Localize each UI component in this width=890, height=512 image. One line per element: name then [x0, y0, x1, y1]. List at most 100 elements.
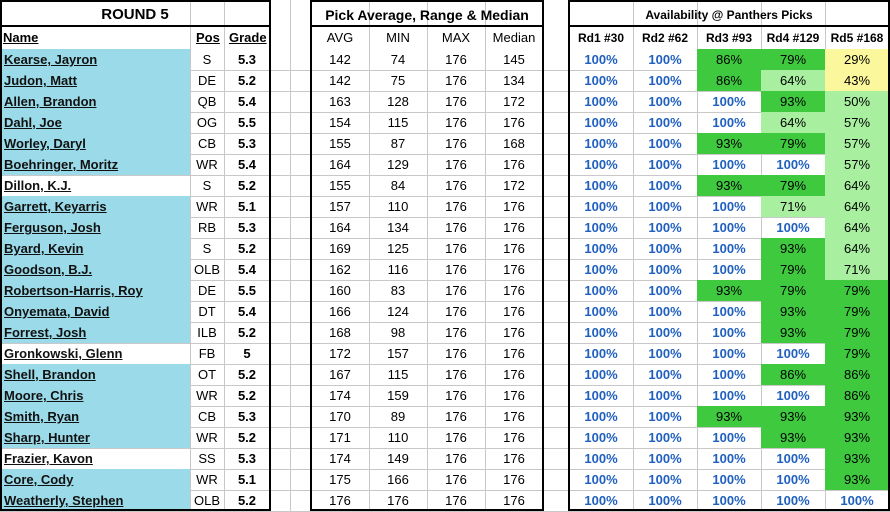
median-cell[interactable]: 176: [503, 493, 525, 508]
rd5-cell[interactable]: 79%: [825, 343, 889, 364]
rd5-cell[interactable]: 64%: [825, 217, 889, 238]
grade-cell[interactable]: 5.2: [237, 430, 257, 445]
rd1-cell[interactable]: 100%: [584, 451, 618, 466]
min-cell[interactable]: 116: [387, 262, 409, 277]
rd1-cell[interactable]: 100%: [584, 493, 618, 508]
grade-cell[interactable]: 5: [243, 346, 251, 361]
rd5-cell[interactable]: 43%: [825, 70, 889, 91]
player-name-cell[interactable]: Boehringer, Moritz: [1, 154, 190, 175]
avg-cell[interactable]: 160: [329, 283, 351, 298]
header-grade[interactable]: Grade: [229, 30, 267, 45]
rd1-cell[interactable]: 100%: [584, 388, 618, 403]
rd5-cell[interactable]: 93%: [825, 448, 889, 469]
rd1-cell[interactable]: 100%: [584, 136, 618, 151]
rd3-cell[interactable]: 93%: [697, 280, 761, 301]
player-name-cell[interactable]: Shell, Brandon: [1, 364, 190, 385]
median-cell[interactable]: 176: [503, 325, 525, 340]
rd3-cell[interactable]: 100%: [712, 199, 746, 214]
pos-cell[interactable]: OLB: [193, 262, 220, 277]
rd3-cell[interactable]: 86%: [697, 49, 761, 70]
rd3-cell[interactable]: 100%: [712, 94, 746, 109]
rd4-cell[interactable]: 93%: [761, 427, 825, 448]
pos-cell[interactable]: S: [202, 52, 212, 67]
rd4-cell[interactable]: 71%: [761, 196, 825, 217]
median-cell[interactable]: 176: [503, 199, 525, 214]
rd1-cell[interactable]: 100%: [584, 73, 618, 88]
rd4-cell[interactable]: 79%: [761, 259, 825, 280]
rd3-cell[interactable]: 100%: [712, 367, 746, 382]
rd3-cell[interactable]: 100%: [712, 241, 746, 256]
rd1-cell[interactable]: 100%: [584, 52, 618, 67]
pos-cell[interactable]: DT: [198, 304, 216, 319]
rd3-cell[interactable]: 100%: [712, 388, 746, 403]
min-cell[interactable]: 115: [387, 115, 409, 130]
min-cell[interactable]: 166: [387, 472, 409, 487]
rd4-cell[interactable]: 100%: [776, 220, 810, 235]
rd2-cell[interactable]: 100%: [648, 430, 682, 445]
grade-cell[interactable]: 5.5: [237, 283, 257, 298]
rd1-cell[interactable]: 100%: [584, 283, 618, 298]
avg-cell[interactable]: 168: [329, 325, 351, 340]
rd2-cell[interactable]: 100%: [648, 262, 682, 277]
rd5-cell[interactable]: 64%: [825, 175, 889, 196]
header-min[interactable]: MIN: [386, 30, 410, 45]
max-cell[interactable]: 176: [445, 472, 467, 487]
grade-cell[interactable]: 5.1: [237, 472, 257, 487]
min-cell[interactable]: 110: [387, 199, 409, 214]
header-rd5[interactable]: Rd5 #168: [830, 31, 884, 45]
rd2-cell[interactable]: 100%: [648, 472, 682, 487]
rd3-cell[interactable]: 100%: [712, 157, 746, 172]
header-rd4[interactable]: Rd4 #129: [766, 31, 820, 45]
max-cell[interactable]: 176: [445, 346, 467, 361]
max-cell[interactable]: 176: [445, 199, 467, 214]
max-cell[interactable]: 176: [445, 136, 467, 151]
avg-cell[interactable]: 155: [329, 178, 351, 193]
rd2-cell[interactable]: 100%: [648, 283, 682, 298]
rd3-cell[interactable]: 100%: [712, 262, 746, 277]
rd4-cell[interactable]: 79%: [761, 133, 825, 154]
rd3-cell[interactable]: 100%: [712, 325, 746, 340]
pos-cell[interactable]: QB: [197, 94, 217, 109]
rd5-cell[interactable]: 64%: [825, 196, 889, 217]
rd5-cell[interactable]: 100%: [840, 493, 874, 508]
rd1-cell[interactable]: 100%: [584, 262, 618, 277]
player-name-cell[interactable]: Moore, Chris: [1, 385, 190, 406]
header-rd2[interactable]: Rd2 #62: [641, 31, 689, 45]
median-cell[interactable]: 145: [503, 52, 525, 67]
median-cell[interactable]: 172: [503, 178, 525, 193]
player-name-cell[interactable]: Ferguson, Josh: [1, 217, 190, 238]
min-cell[interactable]: 124: [387, 304, 409, 319]
pos-cell[interactable]: DE: [197, 73, 217, 88]
avg-cell[interactable]: 162: [329, 262, 351, 277]
player-name-cell[interactable]: Judon, Matt: [1, 70, 190, 91]
player-name-cell[interactable]: Dahl, Joe: [1, 112, 190, 133]
rd1-cell[interactable]: 100%: [584, 472, 618, 487]
player-name-cell[interactable]: Kearse, Jayron: [1, 49, 190, 70]
avg-cell[interactable]: 142: [329, 73, 351, 88]
grade-cell[interactable]: 5.2: [237, 178, 257, 193]
rd4-cell[interactable]: 79%: [761, 49, 825, 70]
grade-cell[interactable]: 5.3: [237, 136, 257, 151]
pos-cell[interactable]: ILB: [197, 325, 217, 340]
rd1-cell[interactable]: 100%: [584, 220, 618, 235]
pos-cell[interactable]: FB: [198, 346, 216, 361]
max-cell[interactable]: 176: [445, 241, 467, 256]
rd4-cell[interactable]: 93%: [761, 322, 825, 343]
median-cell[interactable]: 176: [503, 220, 525, 235]
rd2-cell[interactable]: 100%: [648, 388, 682, 403]
player-name-cell[interactable]: Onyemata, David: [1, 301, 190, 322]
rd2-cell[interactable]: 100%: [648, 157, 682, 172]
min-cell[interactable]: 157: [387, 346, 409, 361]
pos-cell[interactable]: S: [202, 178, 212, 193]
rd5-cell[interactable]: 79%: [825, 301, 889, 322]
grade-cell[interactable]: 5.2: [237, 73, 257, 88]
header-name[interactable]: Name: [3, 30, 39, 45]
rd3-cell[interactable]: 100%: [712, 493, 746, 508]
rd4-cell[interactable]: 79%: [761, 175, 825, 196]
rd1-cell[interactable]: 100%: [584, 94, 618, 109]
player-name-cell[interactable]: Dillon, K.J.: [4, 178, 72, 193]
median-cell[interactable]: 176: [503, 157, 525, 172]
rd1-cell[interactable]: 100%: [584, 178, 618, 193]
rd3-cell[interactable]: 93%: [697, 175, 761, 196]
rd3-cell[interactable]: 100%: [712, 304, 746, 319]
